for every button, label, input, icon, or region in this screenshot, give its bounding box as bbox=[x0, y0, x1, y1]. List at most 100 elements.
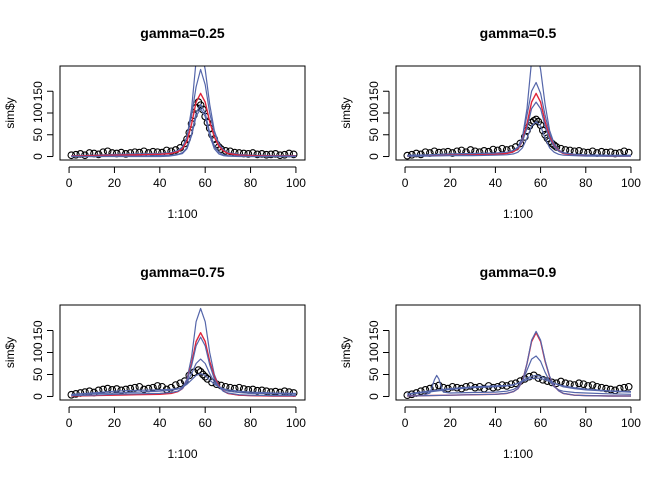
data-point bbox=[448, 382, 457, 391]
data-point bbox=[579, 380, 588, 389]
y-tick-label: 150 bbox=[367, 320, 381, 340]
data-point bbox=[140, 385, 148, 394]
data-point bbox=[624, 382, 633, 391]
data-point bbox=[620, 383, 629, 392]
x-tick-label: 40 bbox=[153, 416, 167, 430]
data-point bbox=[575, 379, 583, 388]
data-point bbox=[412, 149, 421, 158]
x-axis-label: 1:100 bbox=[167, 447, 197, 461]
y-tick-label: 100 bbox=[31, 103, 45, 123]
plot-data bbox=[67, 307, 298, 399]
panel-4: gamma=0.9 0 20 40 60 80 100 1:100 0 50 100 150 sim$y bbox=[339, 264, 641, 461]
data-point bbox=[112, 385, 121, 393]
x-tick-label: 100 bbox=[286, 176, 306, 190]
y-axis: 0 50 100 150 bbox=[367, 81, 390, 160]
y-axis: 0 50 100 150 bbox=[31, 81, 54, 160]
x-tick-label: 20 bbox=[108, 416, 122, 430]
y-tick-label: 50 bbox=[367, 128, 381, 142]
plot-data bbox=[403, 66, 633, 160]
series-line-1 bbox=[407, 355, 632, 397]
data-point bbox=[221, 147, 230, 155]
x-axis: 0 20 40 60 80 100 bbox=[66, 166, 306, 190]
data-point bbox=[76, 150, 85, 158]
data-point bbox=[253, 150, 262, 159]
data-point bbox=[103, 384, 112, 393]
y-tick-label: 100 bbox=[367, 342, 381, 362]
x-tick-label: 100 bbox=[621, 416, 641, 430]
panel-3: gamma=0.75 0 20 40 60 80 100 1:100 0 50 100 150 sim$… bbox=[3, 264, 306, 461]
data-point bbox=[597, 147, 606, 156]
y-tick-label: 50 bbox=[31, 128, 45, 142]
y-tick-label: 100 bbox=[31, 342, 45, 362]
data-point bbox=[267, 150, 275, 159]
panel-title: gamma=0.25 bbox=[140, 25, 225, 41]
x-tick-label: 20 bbox=[108, 176, 122, 190]
data-point bbox=[235, 383, 244, 392]
x-axis-label: 1:100 bbox=[503, 207, 533, 221]
x-tick-label: 60 bbox=[534, 416, 548, 430]
series-line-2 bbox=[71, 68, 296, 157]
data-point bbox=[99, 385, 107, 394]
x-tick-label: 100 bbox=[286, 416, 306, 430]
x-tick-label: 80 bbox=[579, 416, 593, 430]
data-point bbox=[289, 150, 298, 159]
x-tick-label: 60 bbox=[534, 176, 548, 190]
data-point bbox=[448, 149, 457, 157]
data-point bbox=[121, 385, 130, 394]
data-point bbox=[144, 384, 153, 393]
data-point bbox=[262, 150, 271, 159]
panel-title: gamma=0.9 bbox=[480, 264, 557, 280]
x-tick-label: 40 bbox=[153, 176, 167, 190]
panel-2: gamma=0.5 0 20 40 60 80 100 1:100 0 50 100 150 sim$y bbox=[339, 25, 641, 221]
x-axis: 0 20 40 60 80 100 bbox=[66, 406, 306, 430]
x-axis: 0 20 40 60 80 100 bbox=[402, 166, 641, 190]
series-line-3 bbox=[407, 330, 631, 397]
y-tick-label: 50 bbox=[31, 367, 45, 381]
data-point bbox=[588, 381, 597, 389]
x-tick-label: 0 bbox=[66, 176, 73, 190]
series-line-4 bbox=[407, 101, 631, 156]
series-line-5 bbox=[407, 121, 631, 157]
y-axis-label: sim$y bbox=[339, 337, 353, 368]
y-axis: 0 50 100 150 bbox=[31, 320, 54, 400]
panel-title: gamma=0.5 bbox=[480, 25, 557, 41]
data-point bbox=[421, 386, 430, 394]
data-point bbox=[552, 143, 561, 151]
data-point bbox=[435, 381, 443, 390]
series-line-3 bbox=[71, 92, 296, 157]
series-line-5 bbox=[71, 108, 296, 158]
x-tick-label: 60 bbox=[199, 176, 213, 190]
data-point bbox=[244, 150, 253, 158]
y-tick-label: 150 bbox=[31, 81, 45, 101]
x-tick-label: 0 bbox=[66, 416, 73, 430]
data-point bbox=[602, 384, 610, 393]
data-point bbox=[271, 387, 280, 396]
y-tick-label: 50 bbox=[367, 367, 381, 381]
data-point bbox=[72, 150, 80, 159]
y-tick-label: 0 bbox=[31, 153, 45, 160]
data-point bbox=[201, 372, 210, 381]
series-line-5 bbox=[71, 373, 296, 395]
data-point bbox=[620, 147, 629, 156]
plot-box bbox=[59, 65, 306, 161]
y-tick-label: 0 bbox=[367, 153, 381, 160]
x-tick-label: 80 bbox=[579, 176, 593, 190]
plot-box bbox=[59, 304, 306, 401]
data-point bbox=[575, 147, 583, 155]
data-point bbox=[280, 150, 289, 159]
data-point bbox=[606, 148, 615, 157]
series-line-2 bbox=[407, 81, 631, 157]
panel-title: gamma=0.75 bbox=[140, 264, 225, 280]
panel-1: gamma=0.25 0 20 40 60 80 100 1:100 0 50 100 150 sim$… bbox=[3, 25, 306, 221]
y-axis: 0 50 100 150 bbox=[367, 320, 390, 400]
x-tick-label: 80 bbox=[244, 176, 258, 190]
x-tick-label: 40 bbox=[489, 416, 503, 430]
x-tick-label: 0 bbox=[402, 176, 409, 190]
x-axis-label: 1:100 bbox=[167, 207, 197, 221]
y-tick-label: 0 bbox=[367, 393, 381, 400]
series-line-5 bbox=[407, 377, 632, 395]
data-point bbox=[466, 382, 475, 390]
data-point bbox=[153, 382, 162, 390]
x-tick-label: 80 bbox=[244, 416, 258, 430]
